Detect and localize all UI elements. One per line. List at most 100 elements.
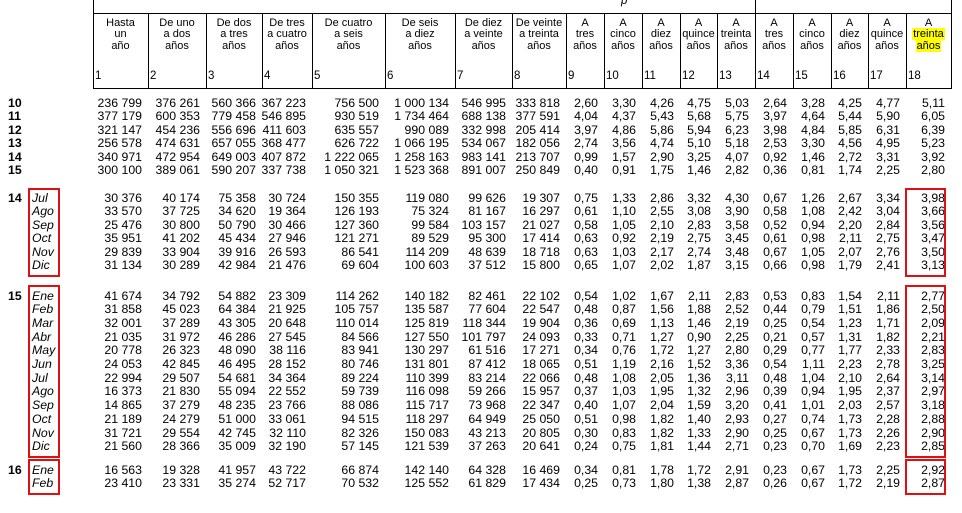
data-cell: 3,90 [725,204,749,219]
data-cell: 30 466 [268,217,306,232]
data-cell: 546 895 [261,109,306,124]
data-cell: 2,19 [876,476,900,490]
data-cell: 101 797 [461,329,506,344]
data-cell: 17 414 [522,231,560,246]
data-cell: 0,67 [801,425,825,440]
data-cell: 22 547 [522,302,560,317]
data-cell: 32 190 [268,439,306,454]
data-cell: 2,11 [876,288,900,303]
data-cell: 0,58 [763,204,787,219]
data-cell: 337 738 [261,163,306,177]
data-cell: 2,64 [876,370,900,385]
data-cell: 0,25 [763,425,787,440]
data-cell: 779 458 [211,109,256,124]
data-cell: 1,80 [650,476,674,490]
data-cell: 17 434 [522,476,560,490]
column-number-label: 7 [457,70,464,82]
yellow-highlight: treinta [912,28,945,41]
data-cell: 45 434 [218,231,256,246]
data-cell: 99 626 [468,191,506,205]
data-cell: 59 266 [468,384,506,399]
data-cell: 3,48 [725,244,749,259]
data-cell: 18 065 [522,357,560,371]
data-cell: 15 800 [522,258,560,273]
data-cell: 1,52 [687,357,711,371]
data-cell: 21 189 [104,411,142,426]
data-cell: 6,23 [725,122,749,137]
data-cell: 5,11 [921,96,945,110]
header-line: a seis [334,28,363,41]
data-cell: 213 707 [515,149,560,164]
data-cell: 0,48 [763,370,787,385]
data-cell: 1,04 [801,370,825,385]
data-cell: 64 949 [468,411,506,426]
column-number-label: 11 [644,70,656,82]
data-cell: 2,02 [650,258,674,273]
data-cell: 22 552 [268,384,306,399]
data-cell: 1,51 [838,302,862,317]
data-cell: 4,74 [650,136,674,151]
data-cell: 3,47 [921,231,945,246]
data-cell: 688 138 [461,109,506,124]
month-label: Jul [32,370,48,385]
column-number-label: 1 [95,70,102,82]
year-label: 15 [8,163,22,177]
data-cell: 2,10 [650,217,674,232]
header-line: De uno [159,17,195,29]
data-cell: 94 515 [341,411,379,426]
data-cell: 1,40 [687,411,711,426]
column-border [868,13,869,88]
data-cell: 4,84 [801,122,825,137]
data-cell: 3,14 [921,370,945,385]
data-cell: 5,85 [838,122,862,137]
header-line: A [883,17,891,29]
data-cell: 0,65 [574,258,598,273]
data-cell: 2,55 [650,204,674,219]
data-cell: 0,30 [574,425,598,440]
header-line: años [611,39,635,52]
data-cell: 2,75 [687,231,711,246]
data-cell: 0,98 [612,411,636,426]
data-cell: 16 563 [104,462,142,477]
data-cell: 3,34 [876,191,900,205]
data-cell: 1,44 [687,439,711,454]
data-cell: 3,25 [921,357,945,371]
data-cell: 0,73 [612,476,636,490]
header-cell-7: De diez a veinte años [456,17,511,52]
header-line: De tres [269,17,305,29]
data-cell: 2,64 [763,96,787,110]
data-cell: 2,86 [650,191,674,205]
data-cell: 1,82 [650,411,674,426]
data-cell: 1,72 [650,343,674,358]
data-cell: 3,08 [687,204,711,219]
data-cell: 2,90 [725,425,749,440]
data-cell: 114 262 [335,288,379,303]
data-cell: 4,75 [687,96,711,110]
data-cell: 2,67 [838,191,862,205]
data-cell: 0,98 [801,231,825,246]
data-cell: 89 224 [341,370,379,385]
header-line: cinco [610,28,636,41]
data-cell: 52 717 [268,476,306,490]
data-cell: 32 110 [269,425,306,440]
column-number-label: 10 [606,70,619,82]
data-cell: 0,33 [574,329,598,344]
data-cell: 42 745 [218,425,256,440]
data-cell: 25 476 [104,217,142,232]
data-cell: 64 328 [468,462,506,477]
data-cell: 2,26 [876,425,900,440]
data-cell: 33 570 [104,204,142,219]
data-cell: 31 721 [104,425,142,440]
data-cell: 2,87 [921,476,945,490]
header-line: A [924,17,933,29]
data-cell: 1,82 [876,329,900,344]
data-cell: 35 274 [218,476,256,490]
header-line: cinco [799,28,825,41]
data-cell: 23 331 [162,476,200,490]
data-cell: 37 289 [162,315,200,330]
month-label: Abr [32,329,52,344]
header-line: a tres [220,28,248,41]
